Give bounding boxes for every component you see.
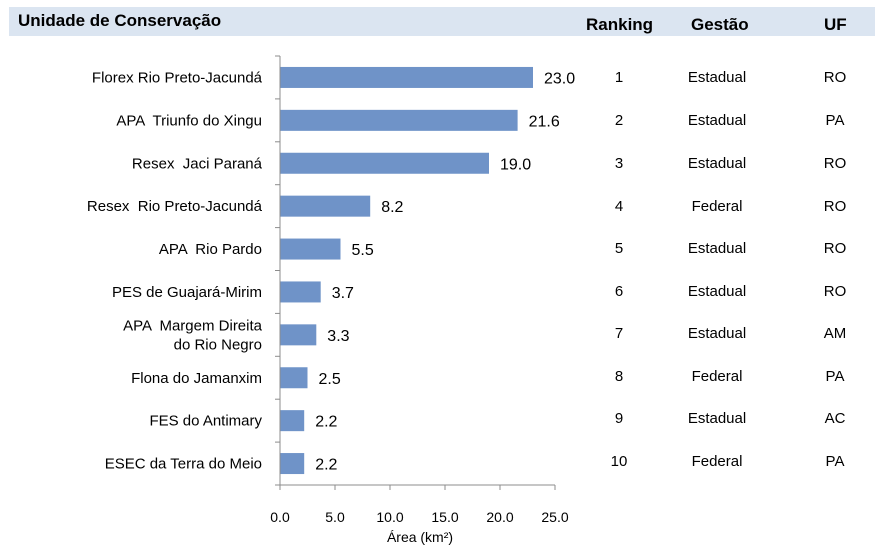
uf-cell: PA (825, 453, 845, 470)
x-tick-label-4: 20.0 (486, 509, 513, 525)
bar-2 (280, 109, 518, 131)
gestao-cell: Federal (691, 453, 743, 470)
category-label-8: Flona do Jamanxim (131, 370, 262, 387)
uf-cell: PA (825, 368, 845, 385)
bar-1 (280, 66, 533, 88)
ranking-cell: 10 (610, 453, 628, 470)
gestao-cell: Estadual (687, 410, 747, 427)
x-tick-label-5: 25.0 (541, 509, 568, 525)
uf-cell: PA (825, 112, 845, 129)
gestao-cell: Estadual (687, 69, 747, 86)
value-label-1: 23.0 (544, 70, 575, 87)
ranking-cell: 3 (614, 155, 624, 172)
bar-3 (280, 152, 489, 174)
header-gestao: Gestão (691, 15, 749, 34)
uf-cell: RO (823, 198, 847, 215)
value-label-10: 2.2 (315, 457, 337, 474)
x-tick-label-2: 10.0 (376, 509, 403, 525)
gestao-cell: Estadual (687, 283, 747, 300)
ranking-cell: 9 (614, 410, 624, 427)
ranking-cell: 6 (614, 283, 624, 300)
uf-cell: AC (824, 410, 846, 427)
bar-8 (280, 367, 308, 389)
x-axis-title: Área (km²) (387, 529, 453, 545)
ranking-cell: 7 (614, 325, 624, 342)
ranking-cell: 4 (614, 198, 624, 215)
header-ranking: Ranking (586, 15, 654, 34)
ranking-cell: 1 (614, 69, 624, 86)
ranking-cell: 5 (614, 240, 624, 257)
x-tick-label-1: 5.0 (325, 509, 345, 525)
value-label-2: 21.6 (529, 113, 560, 130)
uf-cell: RO (823, 69, 847, 86)
uf-cell: RO (823, 283, 847, 300)
ranking-cell: 8 (614, 368, 624, 385)
bar-5 (280, 238, 341, 260)
gestao-cell: Estadual (687, 240, 747, 257)
value-label-9: 2.2 (315, 414, 337, 431)
category-label-10: ESEC da Terra do Meio (105, 456, 262, 473)
value-label-3: 19.0 (500, 156, 531, 173)
header-bar (9, 7, 875, 36)
bar-4 (280, 195, 371, 217)
gestao-cell: Estadual (687, 325, 747, 342)
uf-cell: RO (823, 155, 847, 172)
value-label-4: 8.2 (381, 199, 403, 216)
value-label-8: 2.5 (319, 371, 341, 388)
bar-7 (280, 324, 317, 346)
category-label-1: Florex Rio Preto-Jacundá (92, 69, 263, 86)
gestao-cell: Federal (691, 198, 743, 215)
gestao-cell: Federal (691, 368, 743, 385)
category-label-6: PES de Guajará-Mirim (112, 284, 262, 301)
category-label-7: APA Margem Direita do Rio Negro (123, 317, 263, 353)
uf-cell: RO (823, 240, 847, 257)
bar-6 (280, 281, 321, 303)
category-label-9: FES do Antimary (149, 413, 262, 430)
header-uf: UF (824, 15, 847, 34)
x-tick-label-0: 0.0 (270, 509, 290, 525)
gestao-cell: Estadual (687, 155, 747, 172)
header-unidade: Unidade de Conservação (18, 11, 222, 30)
category-label-3: Resex Jaci Paraná (132, 155, 263, 172)
uf-cell: AM (823, 325, 847, 342)
value-label-6: 3.7 (332, 285, 354, 302)
gestao-cell: Estadual (687, 112, 747, 129)
x-tick-label-3: 15.0 (431, 509, 458, 525)
category-label-5: APA Rio Pardo (159, 241, 262, 258)
value-label-5: 5.5 (352, 242, 374, 259)
bar-10 (280, 453, 305, 475)
ranking-cell: 2 (614, 112, 624, 129)
category-label-4: Resex Rio Preto-Jacundá (87, 198, 263, 215)
category-label-2: APA Triunfo do Xingu (116, 112, 262, 129)
bar-9 (280, 410, 305, 432)
value-label-7: 3.3 (327, 328, 349, 345)
